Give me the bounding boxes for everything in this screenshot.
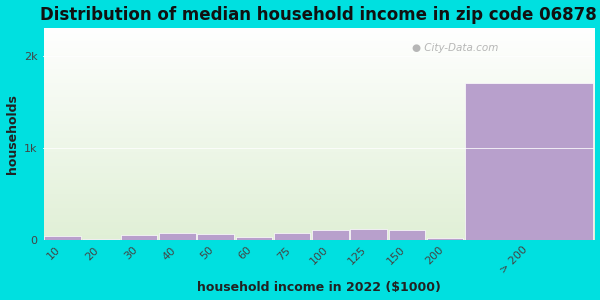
Bar — [427, 238, 463, 240]
Bar — [159, 233, 196, 240]
Y-axis label: households: households — [5, 94, 19, 174]
Bar — [389, 230, 425, 240]
Bar — [44, 236, 81, 240]
Bar — [236, 237, 272, 240]
Bar — [121, 235, 157, 240]
Bar — [83, 239, 119, 240]
X-axis label: household income in 2022 ($1000): household income in 2022 ($1000) — [197, 281, 440, 294]
Text: ● City-Data.com: ● City-Data.com — [412, 43, 499, 53]
Bar — [350, 229, 387, 240]
Bar — [465, 83, 593, 240]
Bar — [197, 234, 234, 240]
Bar — [274, 233, 310, 240]
Bar — [312, 230, 349, 240]
Title: Distribution of median household income in zip code 06878: Distribution of median household income … — [40, 6, 597, 24]
